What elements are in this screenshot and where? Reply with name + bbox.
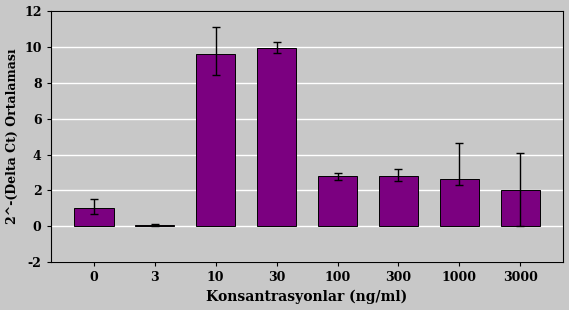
Bar — [135, 225, 175, 227]
X-axis label: Konsantrasyonlar (ng/ml): Konsantrasyonlar (ng/ml) — [207, 290, 407, 304]
Bar — [501, 190, 540, 227]
Bar — [318, 176, 357, 227]
Bar — [378, 176, 418, 227]
Bar — [440, 179, 479, 227]
Bar — [74, 208, 114, 227]
Y-axis label: 2^-(Delta Ct) Ortalaması: 2^-(Delta Ct) Ortalaması — [6, 49, 19, 224]
Bar — [196, 54, 236, 227]
Bar — [257, 48, 296, 227]
